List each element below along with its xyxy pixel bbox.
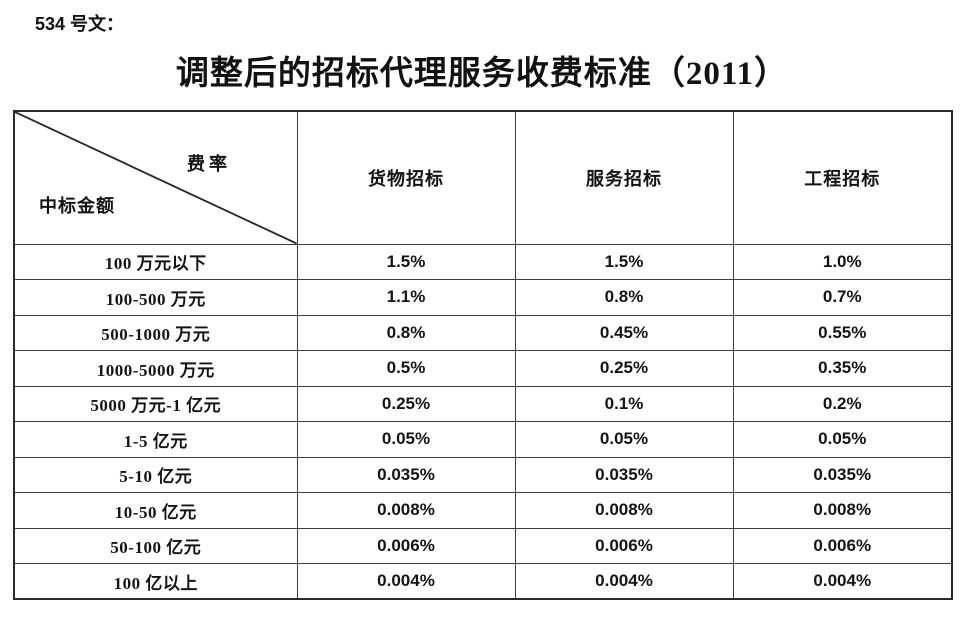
rate-value-cell: 0.004% [732, 563, 953, 600]
rate-value-cell: 0.5% [296, 350, 516, 387]
page-title: 调整后的招标代理服务收费标准（2011） [175, 56, 789, 92]
rate-value-cell: 0.008% [296, 492, 516, 529]
column-header-engineering: 工程招标 [732, 110, 953, 245]
rate-value-cell: 0.006% [296, 527, 516, 564]
rate-value-cell: 0.2% [732, 385, 953, 422]
amount-range-cell: 1-5 亿元 [13, 421, 298, 458]
table-row: 1-5 亿元 0.05% 0.05% 0.05% [13, 421, 953, 458]
rate-value-cell: 0.35% [732, 350, 953, 387]
rate-value-cell: 0.008% [514, 492, 734, 529]
table-row: 50-100 亿元 0.006% 0.006% 0.006% [13, 527, 953, 564]
amount-range-cell: 10-50 亿元 [13, 492, 298, 529]
fee-table: 费率 中标金额 货物招标 服务招标 工程招标 100 万元以下 1.5% 1.5… [13, 110, 953, 600]
diagonal-divider-line [15, 112, 297, 244]
rate-value-cell: 0.05% [732, 421, 953, 458]
table-row: 1000-5000 万元 0.5% 0.25% 0.35% [13, 350, 953, 387]
rate-value-cell: 0.05% [296, 421, 516, 458]
corner-label-rate: 费率 [187, 154, 231, 174]
rate-value-cell: 0.8% [514, 279, 734, 316]
rate-value-cell: 0.45% [514, 314, 734, 351]
rate-value-cell: 0.035% [732, 456, 953, 493]
amount-range-cell: 100-500 万元 [13, 279, 298, 316]
rate-value-cell: 0.1% [514, 385, 734, 422]
rate-value-cell: 1.5% [296, 243, 516, 280]
corner-label-amount: 中标金额 [39, 195, 115, 216]
rate-value-cell: 0.004% [514, 563, 734, 600]
rate-value-cell: 0.05% [514, 421, 734, 458]
rate-value-cell: 1.0% [732, 243, 953, 280]
table-row: 500-1000 万元 0.8% 0.45% 0.55% [13, 314, 953, 351]
rate-value-cell: 0.008% [732, 492, 953, 529]
rate-value-cell: 0.25% [296, 385, 516, 422]
header-row: 费率 中标金额 货物招标 服务招标 工程招标 [13, 110, 953, 245]
corner-header-cell: 费率 中标金额 [13, 110, 298, 245]
rate-value-cell: 1.1% [296, 279, 516, 316]
rate-value-cell: 0.7% [732, 279, 953, 316]
table-row: 5000 万元-1 亿元 0.25% 0.1% 0.2% [13, 385, 953, 422]
rate-value-cell: 0.035% [296, 456, 516, 493]
table-body: 100 万元以下 1.5% 1.5% 1.0% 100-500 万元 1.1% … [13, 243, 953, 600]
amount-range-cell: 500-1000 万元 [13, 314, 298, 351]
table-row: 100 万元以下 1.5% 1.5% 1.0% [13, 243, 953, 280]
amount-range-cell: 50-100 亿元 [13, 527, 298, 564]
rate-value-cell: 0.8% [296, 314, 516, 351]
table-row: 10-50 亿元 0.008% 0.008% 0.008% [13, 492, 953, 529]
rate-value-cell: 0.006% [514, 527, 734, 564]
rate-value-cell: 0.55% [732, 314, 953, 351]
rate-value-cell: 0.035% [514, 456, 734, 493]
rate-value-cell: 0.25% [514, 350, 734, 387]
table-row: 5-10 亿元 0.035% 0.035% 0.035% [13, 456, 953, 493]
amount-range-cell: 5000 万元-1 亿元 [13, 385, 298, 422]
amount-range-cell: 5-10 亿元 [13, 456, 298, 493]
amount-range-cell: 1000-5000 万元 [13, 350, 298, 387]
rate-value-cell: 1.5% [514, 243, 734, 280]
column-header-goods: 货物招标 [296, 110, 516, 245]
table-row: 100-500 万元 1.1% 0.8% 0.7% [13, 279, 953, 316]
column-header-service: 服务招标 [514, 110, 734, 245]
doc-number-label: 534 号文： [35, 14, 125, 34]
amount-range-cell: 100 亿以上 [13, 563, 298, 600]
rate-value-cell: 0.006% [732, 527, 953, 564]
rate-value-cell: 0.004% [296, 563, 516, 600]
amount-range-cell: 100 万元以下 [13, 243, 298, 280]
table-row: 100 亿以上 0.004% 0.004% 0.004% [13, 563, 953, 600]
